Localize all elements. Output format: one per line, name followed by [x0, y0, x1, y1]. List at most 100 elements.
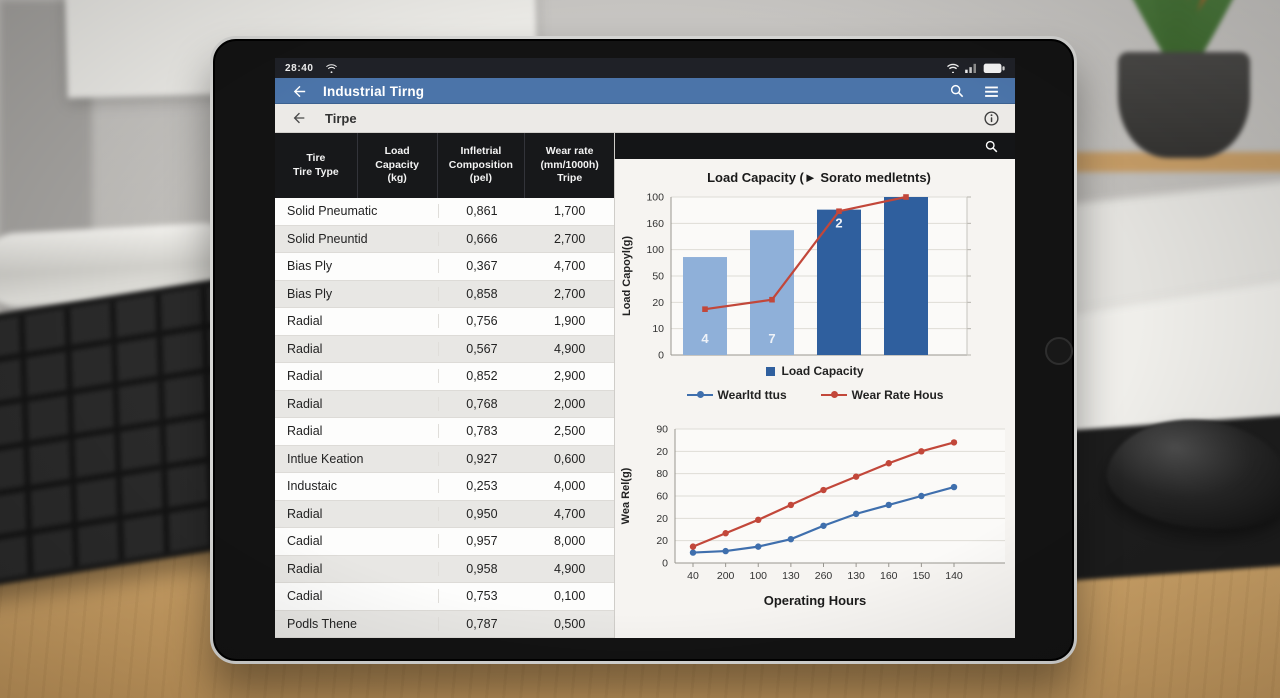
- svg-text:160: 160: [646, 218, 664, 230]
- tire-type-cell: Bias Ply: [287, 259, 333, 274]
- svg-text:Wea Rel(g): Wea Rel(g): [620, 467, 632, 524]
- value-cell: 0,100: [553, 589, 586, 604]
- svg-text:260: 260: [815, 570, 833, 582]
- table-row[interactable]: Radial 0,783 2,500: [275, 418, 614, 446]
- value-cell: 2,000: [553, 396, 586, 411]
- value-cell: 0,852: [437, 369, 526, 384]
- value-cell: 0,500: [553, 616, 586, 631]
- shelf: [1074, 152, 1280, 172]
- value-cell: 0,927: [437, 451, 526, 466]
- app-bar: Industrial Tirng: [275, 78, 1015, 104]
- value-cell: 0,787: [437, 616, 526, 631]
- main-content: Tire Tire Type Load Capacity (kg) Infletrial C…: [275, 133, 1015, 638]
- value-cell: 0,753: [437, 589, 526, 604]
- bar-chart-legend: Load Capacity: [615, 361, 1015, 381]
- svg-text:20: 20: [656, 535, 668, 547]
- value-cell: 4,000: [553, 479, 586, 494]
- svg-text:100: 100: [646, 244, 664, 256]
- svg-text:Load Capoyl(g): Load Capoyl(g): [621, 236, 633, 316]
- tire-type-cell: Solid Pneumatic: [287, 204, 378, 219]
- plant-pot: [1118, 52, 1250, 158]
- tire-type-cell: Industaic: [287, 479, 338, 494]
- svg-text:130: 130: [847, 570, 865, 582]
- wifi-icon: [947, 63, 959, 73]
- tire-data-table: Tire Tire Type Load Capacity (kg) Infletrial C…: [275, 133, 615, 638]
- battery-icon: [983, 63, 1005, 74]
- value-cell: 4,700: [553, 259, 586, 274]
- tire-type-cell: Radial: [287, 369, 323, 384]
- tablet-screen: 28:40 Industrial Tirng: [275, 58, 1015, 638]
- table-row[interactable]: Bias Ply 0,367 4,700: [275, 253, 614, 281]
- value-cell: 1,900: [553, 314, 586, 329]
- bar-chart: Load Capacity (► Sorato medletnts) Load C…: [621, 170, 971, 360]
- value-cell: 0,367: [437, 259, 526, 274]
- legend-label: Wear Rate Hous: [851, 388, 944, 402]
- chart-toolbar: [615, 133, 1015, 159]
- svg-text:80: 80: [656, 468, 668, 480]
- signal-icon: [965, 63, 977, 73]
- value-cell: 2,500: [553, 424, 586, 439]
- sub-bar: Tirpe: [275, 104, 1015, 133]
- svg-text:160: 160: [880, 570, 898, 582]
- table-header-row: Tire Tire Type Load Capacity (kg) Infletrial C…: [275, 133, 614, 198]
- table-row[interactable]: Radial 0,567 4,900: [275, 335, 614, 363]
- app-title: Industrial Tirng: [323, 83, 425, 99]
- svg-text:0: 0: [662, 558, 668, 570]
- value-cell: 8,000: [553, 534, 586, 549]
- table-row[interactable]: Bias Ply 0,858 2,700: [275, 280, 614, 308]
- svg-text:100: 100: [646, 192, 664, 204]
- table-row[interactable]: Radial 0,768 2,000: [275, 390, 614, 418]
- tire-type-cell: Podls Thene: [287, 616, 357, 631]
- value-cell: 0,768: [437, 396, 526, 411]
- svg-text:7: 7: [768, 331, 775, 346]
- menu-icon[interactable]: [979, 79, 1003, 103]
- value-cell: 0,666: [437, 231, 526, 246]
- search-icon[interactable]: [945, 79, 969, 103]
- svg-text:50: 50: [652, 271, 664, 283]
- tire-type-cell: Radial: [287, 561, 323, 576]
- tire-type-cell: Intlue Keation: [287, 451, 364, 466]
- value-cell: 0,858: [437, 286, 526, 301]
- camera-dot: [1045, 337, 1073, 365]
- value-cell: 0,756: [437, 314, 526, 329]
- legend-label: Wearltd ttus: [717, 388, 787, 402]
- value-cell: 0,957: [437, 534, 526, 549]
- legend-line-marker: [686, 391, 713, 398]
- table-row[interactable]: Radial 0,958 4,900: [275, 555, 614, 583]
- legend-item: Wearltd ttus: [686, 388, 787, 402]
- info-icon[interactable]: [979, 106, 1003, 130]
- table-row[interactable]: Solid Pneuntid 0,666 2,700: [275, 225, 614, 253]
- chart-panel: Load Capacity (► Sorato medletnts) Load C…: [615, 133, 1015, 638]
- value-cell: 0,600: [553, 451, 586, 466]
- tire-type-cell: Cadial: [287, 534, 323, 549]
- table-row[interactable]: Industaic 0,253 4,000: [275, 473, 614, 501]
- svg-text:10: 10: [652, 323, 664, 335]
- table-row[interactable]: Radial 0,852 2,900: [275, 363, 614, 391]
- value-cell: 1,700: [553, 204, 586, 219]
- back-button-secondary[interactable]: [287, 106, 311, 130]
- table-row[interactable]: Radial 0,950 4,700: [275, 500, 614, 528]
- tire-type-cell: Radial: [287, 341, 323, 356]
- svg-text:2: 2: [835, 216, 842, 231]
- tire-type-cell: Radial: [287, 506, 323, 521]
- wifi-icon: [325, 63, 337, 73]
- value-cell: 0,950: [437, 506, 526, 521]
- value-cell: 2,900: [553, 369, 586, 384]
- svg-text:150: 150: [913, 570, 931, 582]
- value-cell: 0,783: [437, 424, 526, 439]
- value-cell: 4,700: [553, 506, 586, 521]
- tire-type-cell: Radial: [287, 314, 323, 329]
- back-button[interactable]: [287, 79, 311, 103]
- svg-text:0: 0: [658, 350, 664, 360]
- potted-plant: [1060, 0, 1280, 190]
- table-row[interactable]: Solid Pneumatic 0,861 1,700: [275, 198, 614, 226]
- table-row[interactable]: Intlue Keation 0,927 0,600: [275, 445, 614, 473]
- svg-text:4: 4: [701, 331, 709, 346]
- table-row[interactable]: Radial 0,756 1,900: [275, 308, 614, 336]
- table-row[interactable]: Cadial 0,753 0,100: [275, 583, 614, 611]
- table-row[interactable]: Cadial 0,957 8,000: [275, 528, 614, 556]
- legend-square-swatch: [766, 366, 776, 376]
- chart-search-icon[interactable]: [979, 134, 1003, 158]
- table-row[interactable]: Podls Thene 0,787 0,500: [275, 610, 614, 638]
